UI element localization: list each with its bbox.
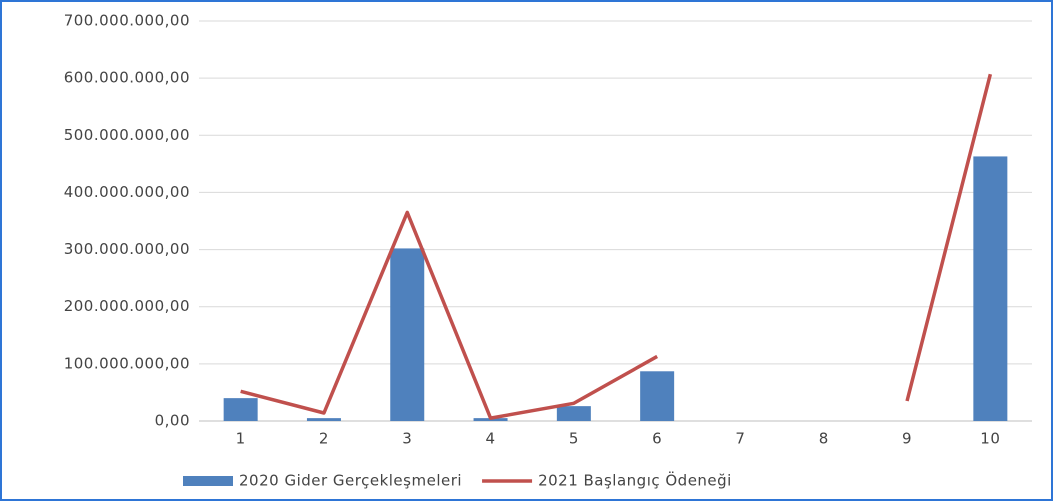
- y-tick-label: 200.000.000,00: [64, 297, 190, 315]
- legend-swatch: [183, 476, 233, 486]
- x-tick-label: 8: [819, 430, 829, 448]
- bar: [390, 248, 425, 421]
- bar: [223, 398, 258, 421]
- bar: [306, 418, 341, 421]
- x-tick-label: 3: [402, 430, 412, 448]
- y-tick-label: 0,00: [155, 412, 190, 430]
- x-tick-label: 7: [735, 430, 745, 448]
- x-tick-label: 2: [319, 430, 329, 448]
- bar: [973, 156, 1008, 421]
- legend-label: 2020 Gider Gerçekleşmeleri: [239, 472, 462, 490]
- y-tick-label: 100.000.000,00: [64, 354, 190, 372]
- bar: [556, 406, 591, 421]
- legend-label: 2021 Başlangıç Ödeneği: [538, 471, 732, 490]
- x-tick-label: 1: [236, 430, 246, 448]
- x-tick-label: 4: [486, 430, 496, 448]
- y-tick-label: 300.000.000,00: [64, 240, 190, 258]
- y-tick-label: 600.000.000,00: [64, 69, 190, 87]
- x-tick-label: 6: [652, 430, 662, 448]
- x-tick-label: 5: [569, 430, 579, 448]
- line: [240, 73, 993, 420]
- y-tick-label: 700.000.000,00: [64, 12, 190, 30]
- y-tick-label: 500.000.000,00: [64, 126, 190, 144]
- y-tick-label: 400.000.000,00: [64, 183, 190, 201]
- x-tick-label: 9: [902, 430, 912, 448]
- bar: [640, 371, 675, 421]
- x-tick-label: 10: [980, 430, 1000, 448]
